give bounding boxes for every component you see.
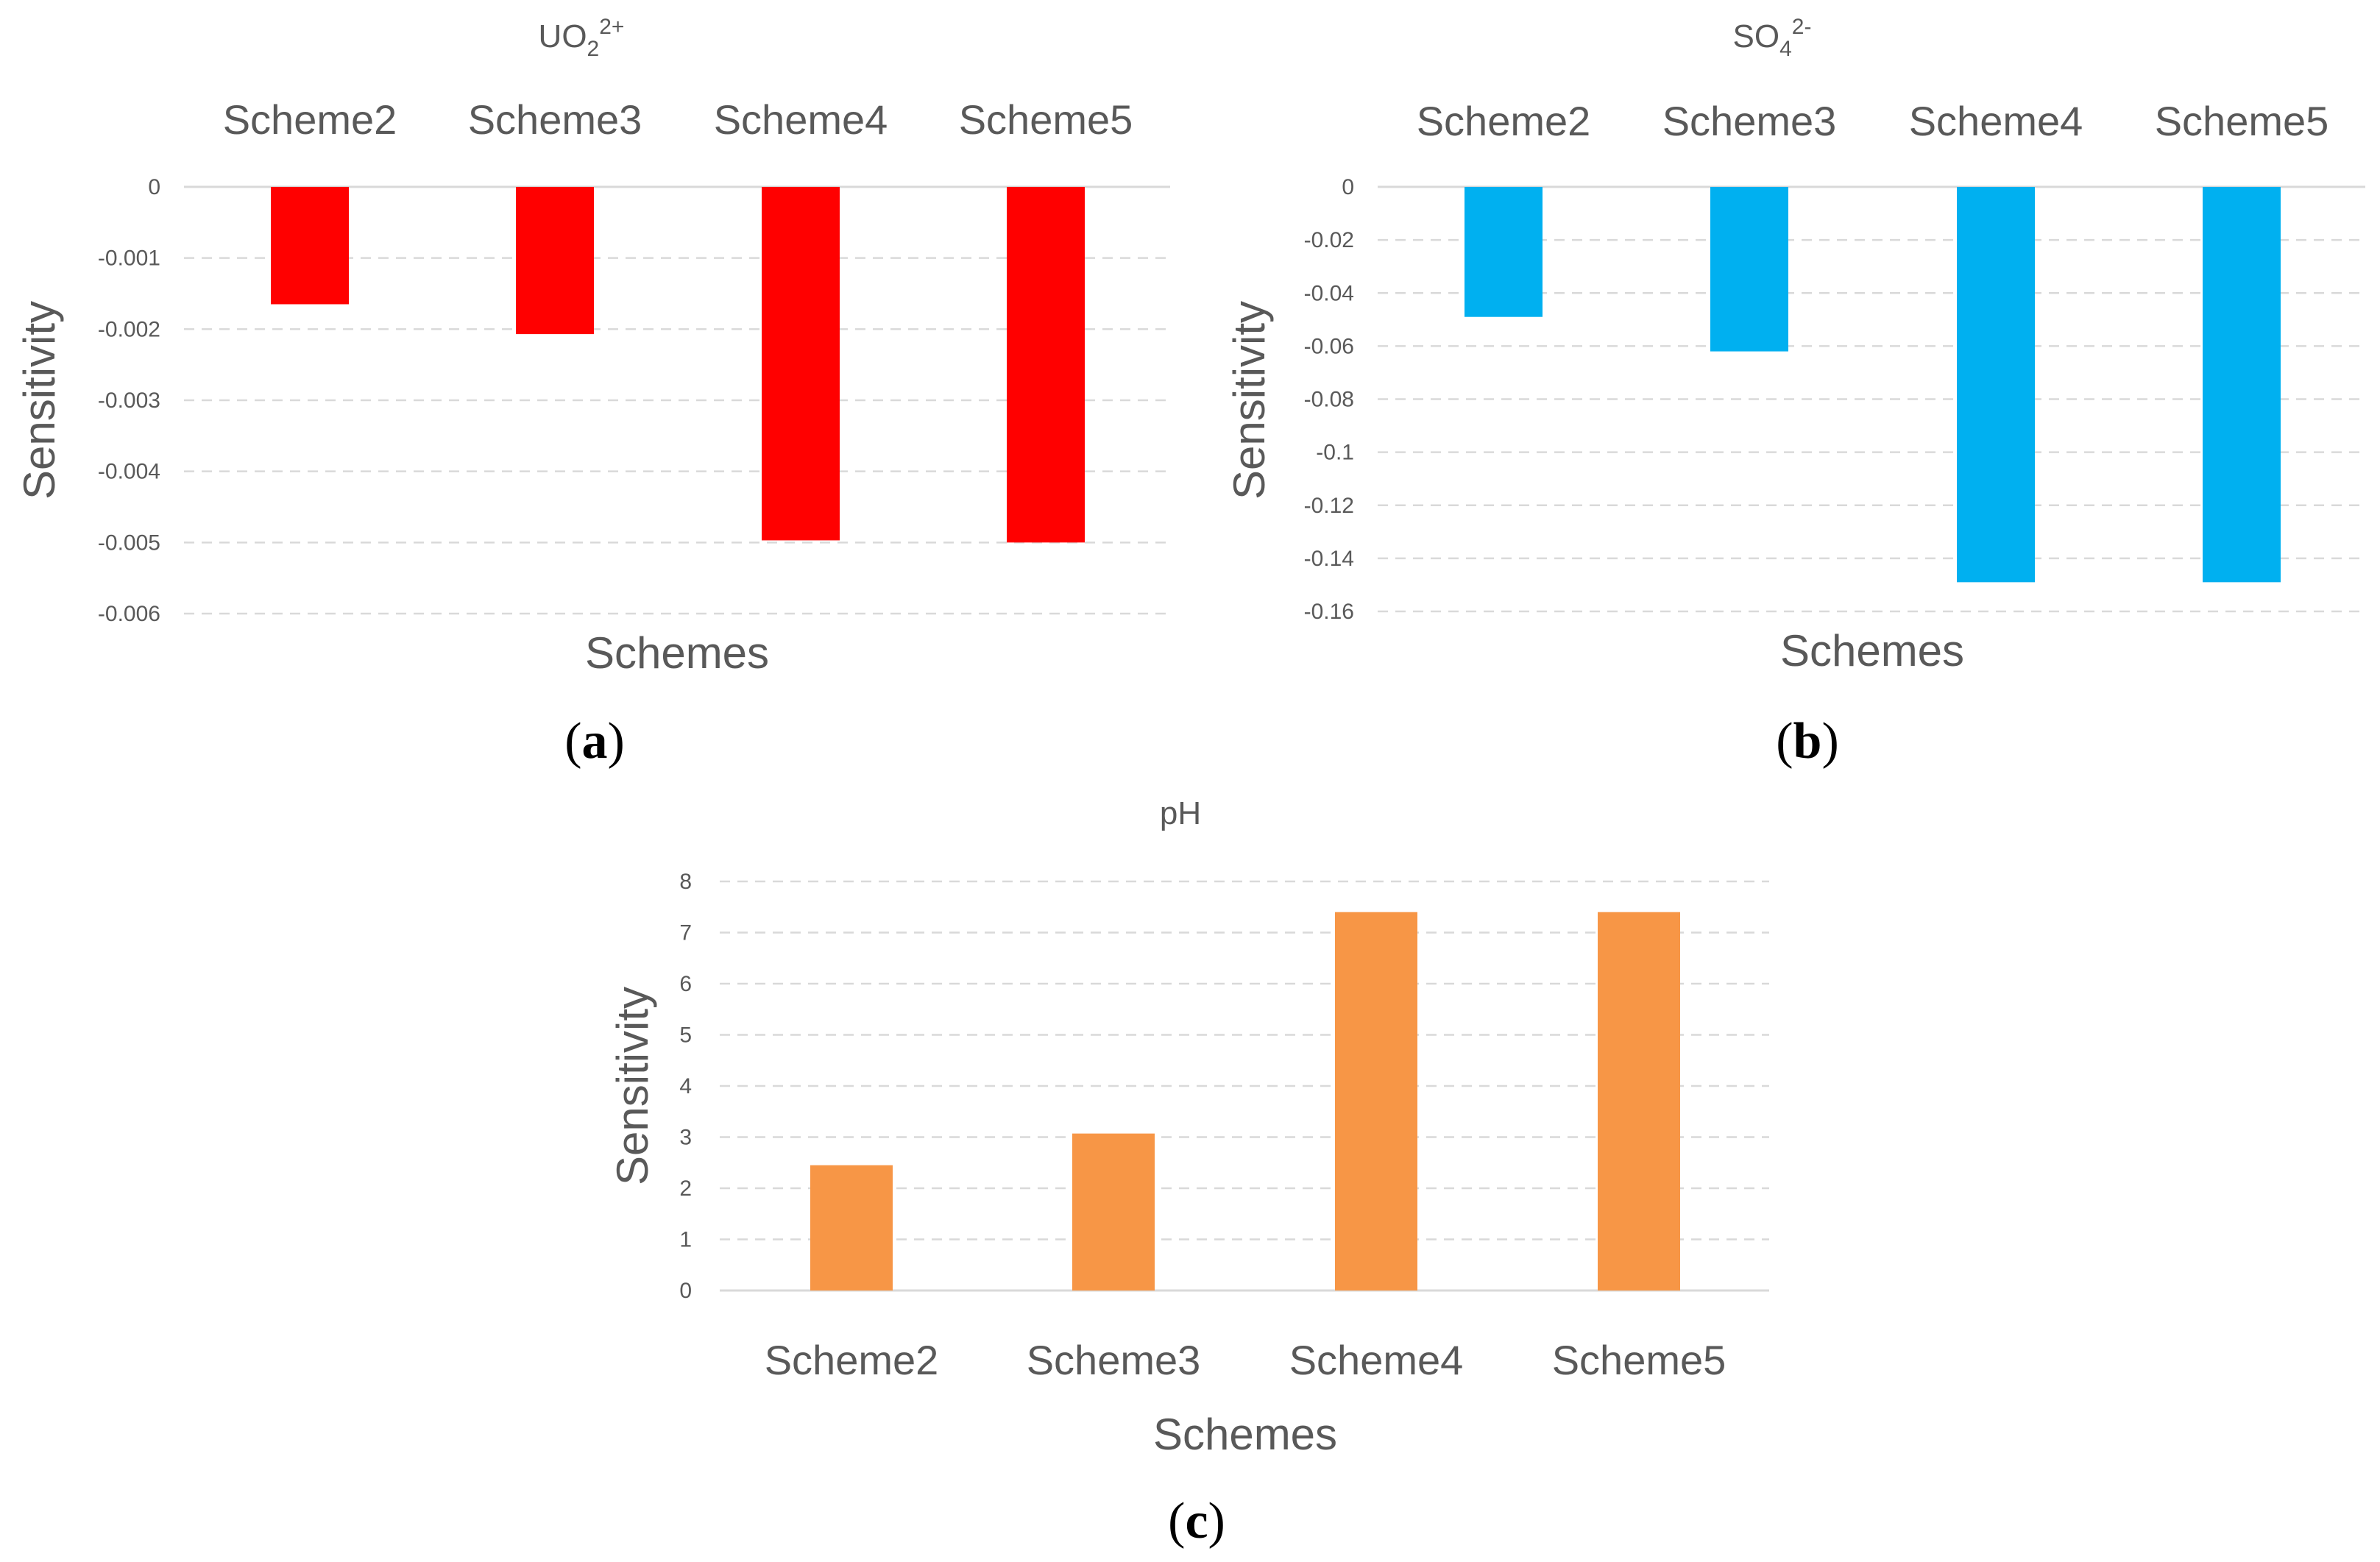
bar-scheme4 — [762, 187, 840, 541]
y-axis-title: Sensitivity — [1225, 301, 1274, 500]
chart-c: pH 0 1 2 3 4 5 6 7 8 Scheme2 Scheme3 Scheme4 Scheme5 S… — [608, 795, 1769, 1549]
chart-title-subscript: 2 — [587, 37, 600, 61]
chart-title-base: SO — [1733, 18, 1780, 54]
y-tick-label: -0.08 — [1304, 388, 1354, 412]
panel-label-close-paren: ) — [608, 713, 625, 770]
bar-scheme5 — [2203, 187, 2281, 583]
y-tick-label: -0.06 — [1304, 334, 1354, 358]
y-axis-title: Sensitivity — [608, 987, 657, 1185]
panel-label-open-paren: ( — [564, 713, 581, 770]
bar-scheme2 — [810, 1165, 893, 1291]
panel-label-close-paren: ) — [1208, 1493, 1225, 1549]
category-label: Scheme4 — [714, 96, 888, 143]
chart-a: UO22+ 0 -0.001 -0.002 -0.003 -0.004 -0.005 -0.0… — [15, 15, 1170, 770]
y-tick-label: -0.006 — [98, 602, 160, 626]
y-tick-label: 6 — [679, 972, 692, 996]
category-label: Scheme5 — [1552, 1337, 1726, 1383]
y-tick-label: 7 — [679, 921, 692, 945]
chart-title-base: UO — [539, 18, 587, 54]
y-tick-label: -0.04 — [1304, 281, 1354, 305]
category-label: Scheme4 — [1909, 98, 2083, 144]
chart-b: SO42- 0 -0.02 -0.04 -0.06 -0.08 -0.1 -0.12 -0.14… — [1225, 15, 2365, 770]
category-label: Scheme2 — [765, 1337, 939, 1383]
category-label: Scheme2 — [223, 96, 397, 143]
y-tick-label: -0.005 — [98, 530, 160, 555]
y-tick-label: -0.16 — [1304, 600, 1354, 624]
bar-scheme3 — [516, 187, 594, 335]
y-tick-label: 1 — [679, 1228, 692, 1252]
panel-label: (a) — [564, 713, 625, 770]
panel-label-open-paren: ( — [1168, 1493, 1185, 1549]
category-label: Scheme5 — [2155, 98, 2329, 144]
chart-title-subscript: 4 — [1779, 37, 1792, 61]
panel-label: (c) — [1168, 1493, 1225, 1549]
chart-title: UO22+ — [539, 15, 625, 61]
bar-scheme5 — [1598, 912, 1680, 1291]
panel-label-close-paren: ) — [1821, 713, 1838, 770]
x-axis-title: Schemes — [1153, 1410, 1337, 1459]
y-tick-label: -0.12 — [1304, 494, 1354, 518]
y-tick-label: -0.002 — [98, 317, 160, 341]
y-tick-label: -0.004 — [98, 460, 160, 484]
y-tick-label: -0.02 — [1304, 228, 1354, 252]
x-axis-title: Schemes — [1780, 626, 1964, 675]
y-tick-label: -0.14 — [1304, 547, 1354, 571]
category-label: Scheme3 — [1027, 1337, 1201, 1383]
bar-scheme2 — [1465, 187, 1543, 317]
bar-scheme5 — [1007, 187, 1085, 543]
y-tick-label: -0.003 — [98, 388, 160, 413]
y-tick-label: -0.001 — [98, 246, 160, 271]
y-tick-label: 2 — [679, 1176, 692, 1201]
category-label: Scheme5 — [959, 96, 1133, 143]
bar-scheme2 — [271, 187, 349, 305]
y-axis-title: Sensitivity — [15, 301, 64, 500]
y-tick-label: -0.1 — [1316, 441, 1354, 465]
category-label: Scheme4 — [1289, 1337, 1464, 1383]
y-tick-label: 8 — [679, 870, 692, 894]
category-label: Scheme3 — [468, 96, 642, 143]
y-tick-label: 0 — [148, 175, 160, 199]
y-tick-label: 3 — [679, 1126, 692, 1150]
chart-title: SO42- — [1733, 15, 1812, 61]
chart-title: pH — [1160, 795, 1201, 831]
panel-label: (b) — [1776, 713, 1839, 770]
y-tick-label: 4 — [679, 1074, 692, 1098]
category-label: Scheme3 — [1662, 98, 1837, 144]
panel-label-open-paren: ( — [1776, 713, 1793, 770]
y-tick-label: 0 — [679, 1279, 692, 1303]
bar-scheme3 — [1710, 187, 1788, 352]
bar-scheme3 — [1072, 1133, 1155, 1291]
panel-label-letter: a — [582, 713, 608, 770]
panel-label-letter: c — [1185, 1493, 1208, 1549]
y-tick-label: 5 — [679, 1023, 692, 1048]
x-axis-title: Schemes — [585, 628, 769, 678]
panel-label-letter: b — [1793, 713, 1822, 770]
chart-title-base: pH — [1160, 795, 1201, 831]
chart-title-superscript: 2+ — [599, 15, 624, 39]
y-tick-label: 0 — [1342, 175, 1354, 199]
bar-scheme4 — [1957, 187, 2035, 583]
bar-scheme4 — [1335, 912, 1417, 1291]
chart-title-superscript: 2- — [1792, 15, 1812, 39]
category-label: Scheme2 — [1417, 98, 1591, 144]
